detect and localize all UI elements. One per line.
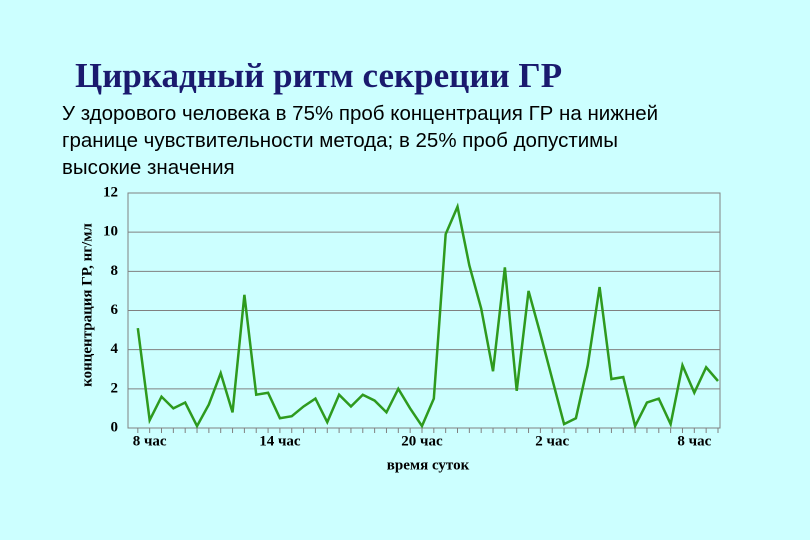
y-tick-label: 2	[111, 380, 119, 396]
x-tick-label: 14 час	[259, 433, 301, 449]
slide-subtitle: У здорового человека в 75% проб концентр…	[62, 102, 659, 179]
y-tick-label: 4	[111, 341, 119, 357]
y-tick-label: 10	[103, 224, 118, 240]
y-tick-label: 6	[111, 302, 119, 318]
y-axis-label: концентрация ГР, нг/мл	[79, 223, 95, 387]
x-tick-label: 8 час	[133, 433, 167, 449]
y-tick-label: 8	[111, 263, 119, 279]
y-tick-label: 0	[111, 419, 119, 435]
data-line	[136, 202, 719, 430]
y-tick-label: 12	[103, 184, 118, 200]
x-tick-label: 2 час	[535, 433, 569, 449]
x-tick-label: 8 час	[677, 433, 711, 449]
slide-title: Циркадный ритм секреции ГР	[75, 56, 563, 95]
x-axis-label: время суток	[387, 457, 470, 473]
x-tick-label: 20 час	[401, 433, 443, 449]
